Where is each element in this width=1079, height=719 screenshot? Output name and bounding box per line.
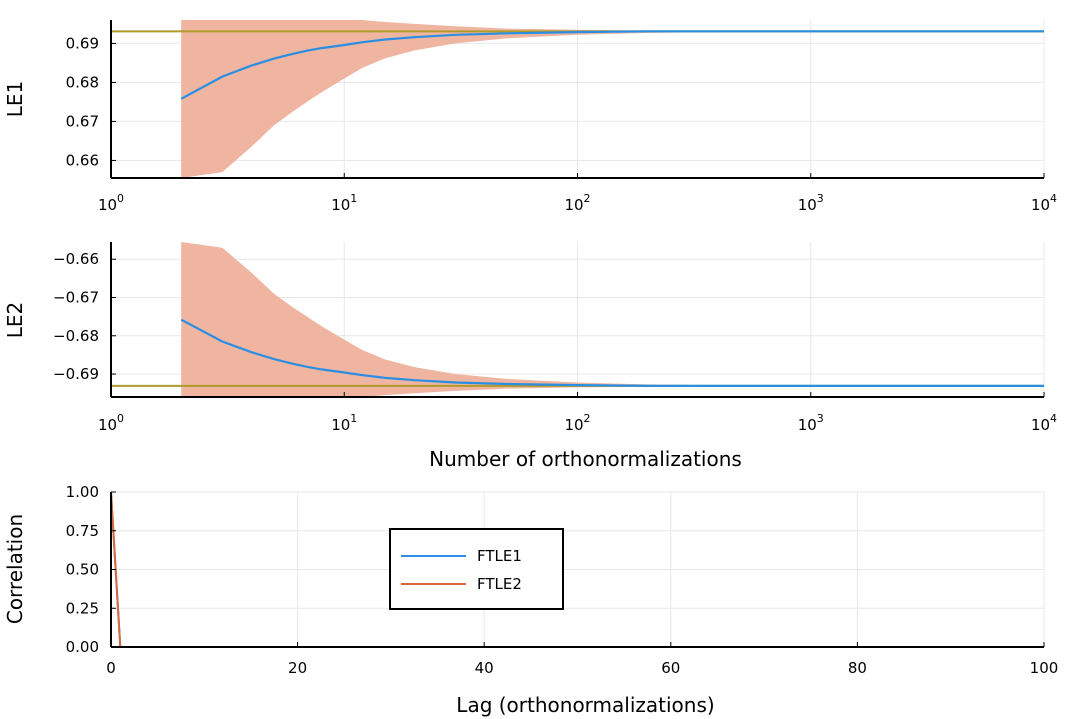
- panels: 100 101 102 103 104 0.66 0.67 0.68 0.69 LE1 100 101…: [3, 20, 1058, 717]
- x-tick-label-le1-3: 103: [798, 192, 824, 214]
- y-tick-label-le2-0: −0.66: [53, 250, 99, 268]
- x-tick-label-corr-1: 20: [288, 659, 307, 677]
- legend-label-ftle2: FTLE2: [477, 575, 522, 593]
- y-tick-label-le1-0: 0.66: [66, 151, 99, 169]
- x-axis-label-le2: Number of orthonormalizations: [429, 447, 742, 471]
- y-tick-label-corr-1: 0.25: [66, 599, 99, 617]
- y-tick-label-corr-2: 0.50: [66, 561, 99, 579]
- x-tick-label-le1-0: 100: [98, 192, 124, 214]
- x-tick-label-le1-1: 101: [331, 192, 357, 214]
- confidence-band-le1: [181, 20, 1044, 178]
- x-tick-label-le2-4: 104: [1031, 412, 1057, 434]
- mean-line-le2: [180, 318, 1044, 387]
- y-tick-label-le1-3: 0.69: [66, 34, 99, 52]
- plot-area-le1: [111, 20, 1044, 178]
- panel-le2: 100 101 102 103 104 −0.66 −0.67 −0.68 −0.69 LE2 Nu…: [3, 242, 1057, 471]
- x-axis-label-corr: Lag (orthonormalizations): [456, 693, 714, 717]
- x-tick-label-le2-1: 101: [331, 412, 357, 434]
- x-tick-label-corr-3: 60: [661, 659, 680, 677]
- y-tick-label-corr-3: 0.75: [66, 522, 99, 540]
- y-axis-label-le1: LE1: [3, 81, 27, 118]
- x-tick-label-corr-5: 100: [1030, 659, 1059, 677]
- x-tick-label-le1-2: 102: [564, 192, 590, 214]
- plot-area-le2: [111, 242, 1044, 397]
- x-tick-label-le2-3: 103: [798, 412, 824, 434]
- x-tick-label-le1-4: 104: [1031, 192, 1057, 214]
- y-axis-label-le2: LE2: [3, 302, 27, 339]
- x-tick-label-corr-0: 0: [106, 659, 116, 677]
- legend-corr: FTLE1 FTLE2: [389, 528, 564, 610]
- x-tick-label-le2-0: 100: [98, 412, 124, 434]
- panel-le1: 100 101 102 103 104 0.66 0.67 0.68 0.69 LE1: [3, 20, 1057, 214]
- panel-corr: 0 20 40 60 80 100 0.00 0.25 0.50 0.75 1.00 Correlat…: [3, 483, 1058, 717]
- y-tick-label-le1-1: 0.67: [66, 112, 99, 130]
- legend-label-ftle1: FTLE1: [477, 547, 522, 565]
- y-tick-label-le2-3: −0.69: [53, 365, 99, 383]
- x-tick-label-corr-4: 80: [848, 659, 867, 677]
- y-tick-label-le2-2: −0.68: [53, 327, 99, 345]
- y-tick-label-corr-4: 1.00: [66, 483, 99, 501]
- y-tick-label-corr-0: 0.00: [66, 638, 99, 656]
- y-tick-label-le1-2: 0.68: [66, 73, 99, 91]
- legend-box: [389, 528, 564, 610]
- y-tick-label-le2-1: −0.67: [53, 288, 99, 306]
- x-tick-label-le2-2: 102: [564, 412, 590, 434]
- confidence-band-le2: [181, 242, 1044, 397]
- y-axis-label-corr: Correlation: [3, 514, 27, 624]
- x-tick-label-corr-2: 40: [475, 659, 494, 677]
- mean-line-le1: [180, 30, 1044, 100]
